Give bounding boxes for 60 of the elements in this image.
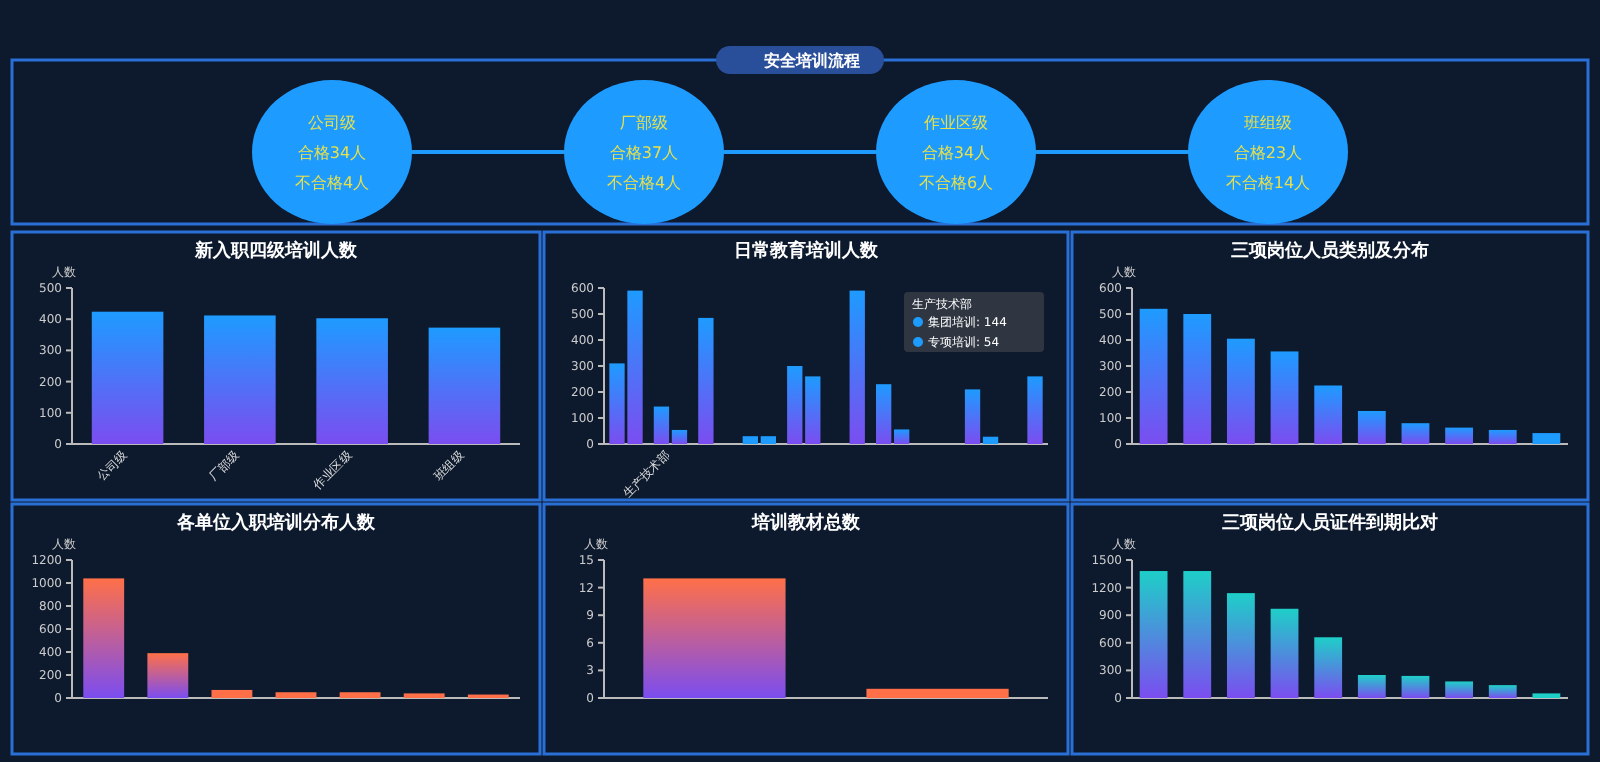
bar: [1183, 571, 1212, 698]
category-label: 公司级: [308, 114, 356, 132]
bar: [91, 311, 164, 444]
bar: [787, 366, 803, 444]
text: 不合格4人: [294, 174, 370, 192]
bar: [609, 363, 625, 444]
category-label: 班组级: [1244, 114, 1292, 132]
chart-title: 培训教材总数: [750, 512, 862, 534]
bar: [982, 436, 999, 444]
bar: [1139, 308, 1168, 444]
bar: [1445, 427, 1474, 444]
bar: [627, 290, 643, 444]
bar: [698, 317, 714, 444]
bar: [1226, 593, 1255, 698]
text: 安全培训流程: [764, 50, 860, 70]
bar: [849, 290, 865, 444]
bar: [147, 653, 189, 698]
bar: [428, 327, 501, 444]
category-label: 厂部级: [620, 114, 668, 132]
bar: [1314, 385, 1343, 444]
text: 不合格6人: [918, 174, 994, 192]
bar: [1183, 314, 1212, 444]
bar: [1401, 675, 1430, 698]
bar: [1357, 410, 1386, 444]
chart-title: 三项岗位人员类别及分布: [1231, 240, 1429, 262]
bar: [671, 429, 688, 444]
chart-title: 三项岗位人员证件到期比对: [1222, 512, 1438, 534]
bar: [1027, 376, 1043, 444]
text: 合格37人: [609, 144, 679, 162]
bar: [1532, 433, 1561, 444]
bar: [1270, 351, 1299, 444]
chart-title: 新入职四级培训人数: [193, 240, 359, 262]
bar: [1314, 637, 1343, 698]
bar: [1445, 681, 1474, 698]
category-label: 作业区级: [922, 114, 988, 132]
chart-title: 各单位入职培训分布人数: [175, 512, 377, 534]
bar: [204, 315, 276, 444]
bar: [1226, 338, 1255, 444]
text: 合格34人: [921, 144, 991, 162]
bar: [805, 376, 821, 444]
bar: [653, 406, 670, 444]
text: 合格23人: [1233, 144, 1303, 162]
bar: [1357, 675, 1386, 698]
text: 不合格14人: [1225, 174, 1311, 192]
bar: [894, 429, 910, 444]
bar: [1488, 429, 1517, 444]
bar: [1401, 423, 1430, 444]
bar: [1488, 685, 1517, 698]
bar: [211, 689, 253, 698]
bar: [339, 692, 381, 698]
bar: [316, 318, 388, 444]
text: 不合格4人: [606, 174, 682, 192]
bar: [1139, 571, 1168, 698]
bar: [876, 384, 892, 444]
bar: [1270, 608, 1299, 698]
bar: [83, 578, 125, 698]
bar: [964, 389, 981, 444]
chart-title: 日常教育培训人数: [734, 238, 880, 262]
text: 合格34人: [297, 144, 367, 162]
bar: [275, 692, 317, 698]
